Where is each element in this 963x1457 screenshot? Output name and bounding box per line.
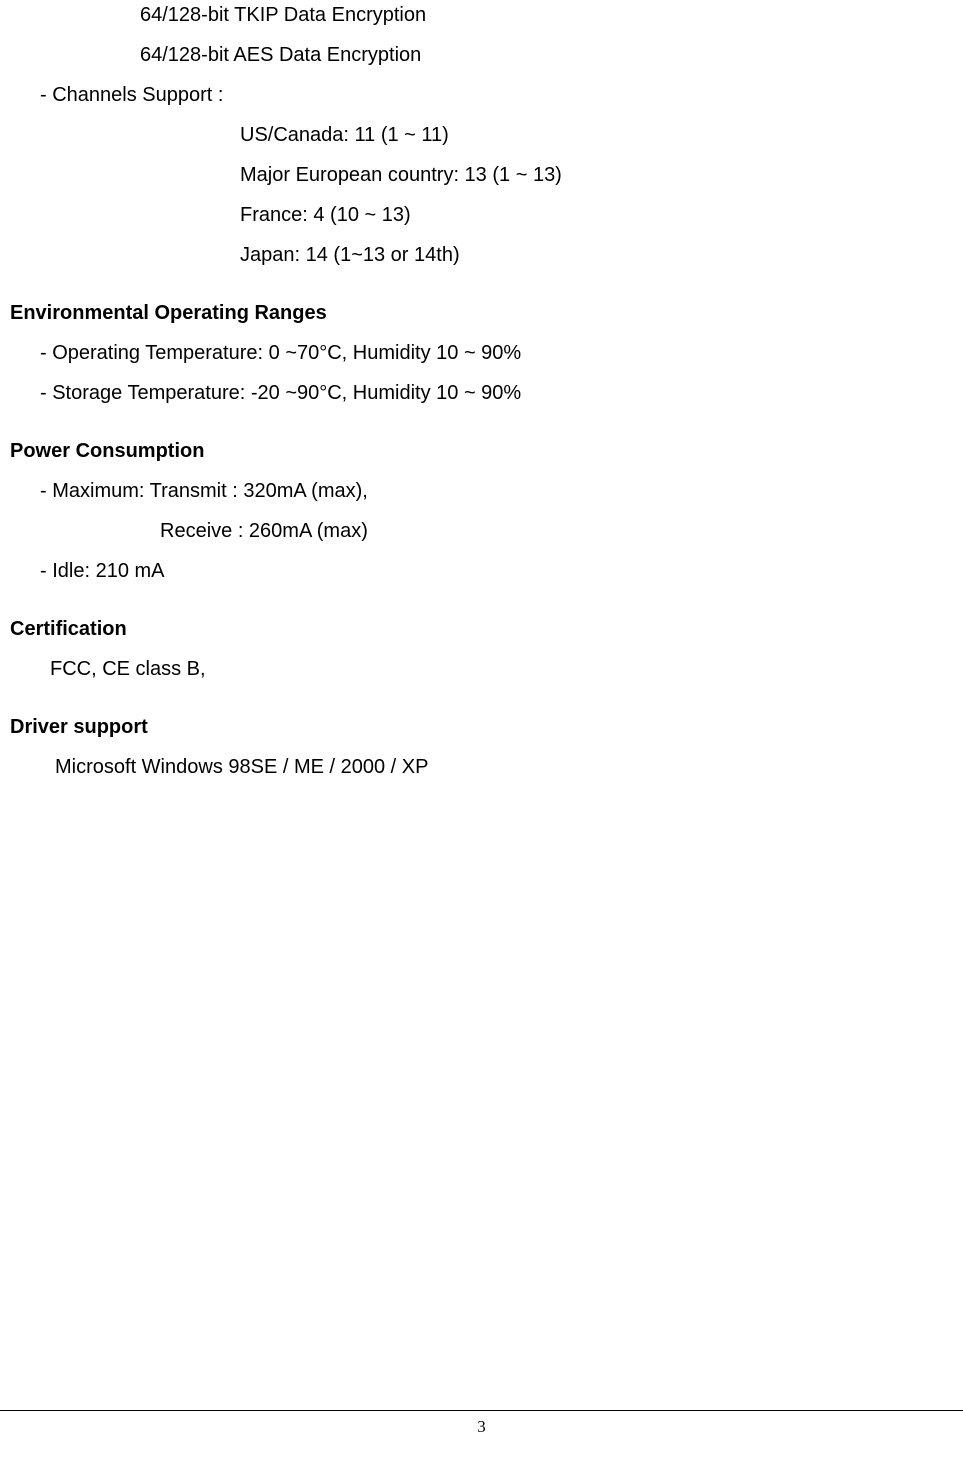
environmental-heading: Environmental Operating Ranges	[10, 298, 953, 328]
channels-europe: Major European country: 13 (1 ~ 13)	[10, 160, 953, 190]
power-receive: Receive : 260mA (max)	[10, 516, 953, 546]
page-number: 3	[477, 1417, 486, 1436]
certification-heading: Certification	[10, 614, 953, 644]
environmental-storage: - Storage Temperature: -20 ~90°C, Humidi…	[10, 378, 953, 408]
page-footer: 3	[0, 1410, 963, 1437]
power-idle: - Idle: 210 mA	[10, 556, 953, 586]
environmental-operating: - Operating Temperature: 0 ~70°C, Humidi…	[10, 338, 953, 368]
channels-france: France: 4 (10 ~ 13)	[10, 200, 953, 230]
encryption-tkip: 64/128-bit TKIP Data Encryption	[10, 0, 953, 30]
channels-japan: Japan: 14 (1~13 or 14th)	[10, 240, 953, 270]
channels-us-canada: US/Canada: 11 (1 ~ 11)	[10, 120, 953, 150]
channels-label: - Channels Support :	[10, 80, 953, 110]
driver-heading: Driver support	[10, 712, 953, 742]
power-heading: Power Consumption	[10, 436, 953, 466]
driver-value: Microsoft Windows 98SE / ME / 2000 / XP	[10, 752, 953, 782]
encryption-aes: 64/128-bit AES Data Encryption	[10, 40, 953, 70]
power-transmit: - Maximum: Transmit : 320mA (max),	[10, 476, 953, 506]
certification-value: FCC, CE class B,	[10, 654, 953, 684]
